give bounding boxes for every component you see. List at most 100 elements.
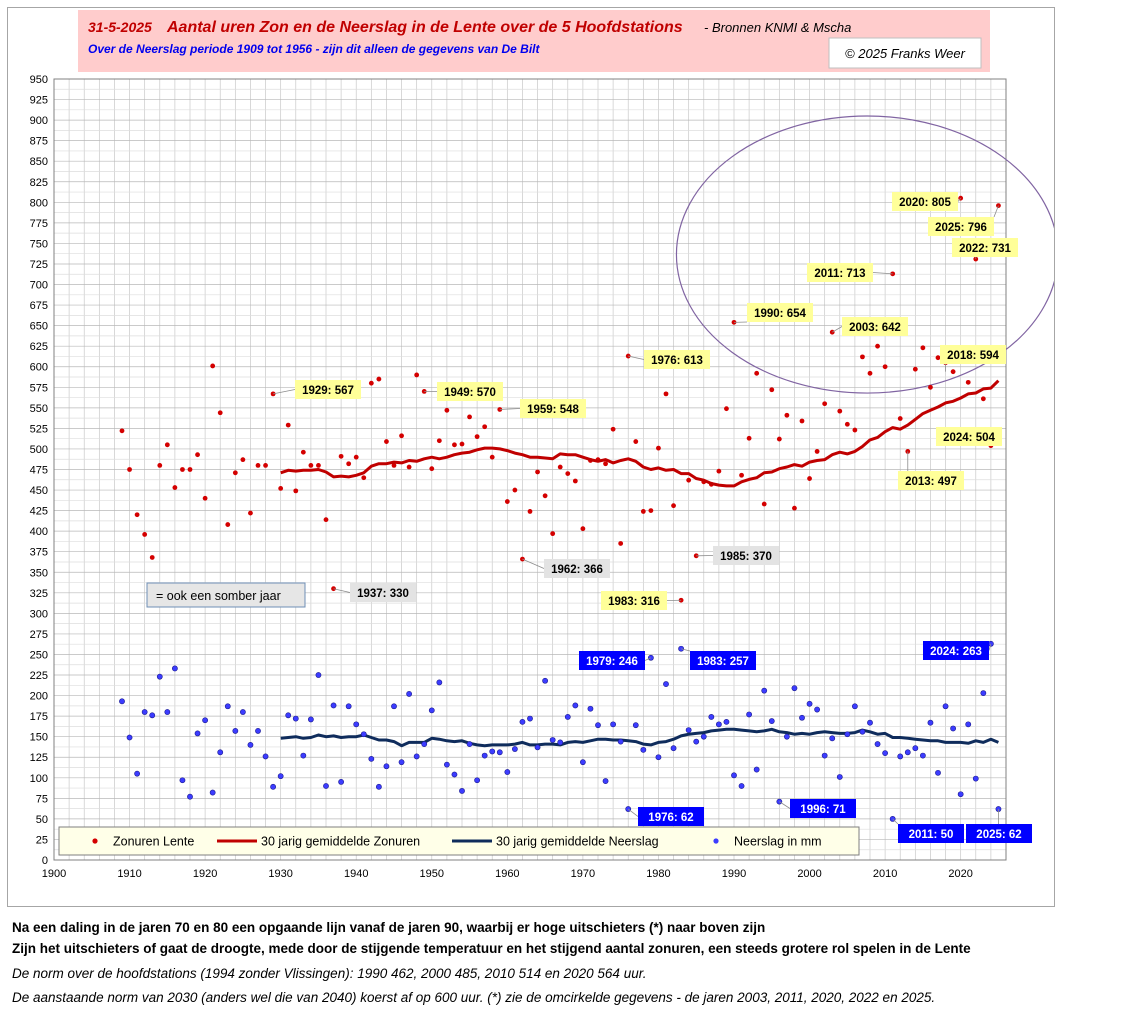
rain-label-leader — [892, 818, 899, 825]
note-line-4: De aanstaande norm van 2030 (anders wel … — [12, 990, 936, 1005]
rain-point — [867, 719, 873, 726]
copyright: © 2025 Franks Weer — [845, 46, 966, 61]
sun-point — [323, 517, 329, 523]
rain-label-box — [966, 824, 1032, 843]
sun-data-label: 1937: 330 — [357, 588, 409, 600]
rain-point — [768, 718, 775, 724]
rain-point — [323, 783, 329, 789]
sun-point — [814, 449, 820, 454]
sun-data-label: 1985: 370 — [720, 551, 772, 563]
rain-point — [187, 793, 193, 800]
legend-label-2: 30 jarig gemiddelde Neerslag — [496, 835, 659, 849]
x-tick-label: 1980 — [646, 868, 670, 880]
sun-label-leader — [333, 588, 351, 593]
rain-label-leader — [627, 808, 639, 817]
sun-label-box — [892, 192, 958, 211]
rain-point — [232, 728, 239, 734]
sun-point — [452, 442, 457, 448]
sun-point — [928, 384, 933, 390]
rain-point — [247, 742, 254, 748]
rain-point — [859, 728, 866, 735]
sun-point — [504, 499, 510, 504]
sun-label-leader — [628, 355, 645, 360]
rain-point — [904, 749, 911, 756]
rain-point — [829, 735, 836, 742]
sun-data-label: 2018: 594 — [947, 350, 999, 362]
y-tick-label: 925 — [30, 95, 48, 107]
rain-data-label: 2024: 263 — [930, 646, 982, 658]
sun-point — [368, 380, 374, 386]
rain-point — [534, 744, 541, 751]
y-tick-label: 650 — [30, 321, 48, 333]
sun-label-leader — [832, 326, 843, 333]
y-tick-label: 750 — [30, 238, 48, 250]
rain-point — [217, 749, 224, 756]
rain-point — [799, 714, 805, 721]
sun-point — [489, 454, 495, 460]
sun-point — [746, 435, 752, 441]
sun-label-box — [898, 471, 964, 490]
y-tick-label: 350 — [30, 567, 48, 579]
sun-point — [467, 414, 472, 420]
rain-point — [413, 753, 420, 760]
sun-point — [671, 503, 676, 509]
rain-label-box — [690, 651, 756, 670]
rain-point — [746, 711, 753, 718]
sun-data-label: 1929: 567 — [302, 385, 354, 397]
chart-title: Aantal uren Zon en de Neerslag in de Len… — [166, 19, 683, 36]
sun-data-label: 1949: 570 — [444, 387, 496, 399]
chart-frame: 31-5-2025 Aantal uren Zon en de Neerslag… — [7, 7, 1055, 907]
rain-point — [368, 755, 375, 762]
rain-point — [814, 706, 821, 713]
rain-point — [723, 718, 730, 725]
y-tick-label: 400 — [30, 526, 48, 538]
y-tick-label: 500 — [30, 444, 48, 456]
sun-data-label: 1990: 654 — [754, 308, 806, 320]
rain-point — [126, 734, 133, 741]
sun-point — [580, 526, 586, 532]
y-tick-label: 175 — [30, 711, 48, 723]
y-tick-label: 275 — [30, 629, 48, 641]
sun-point — [300, 449, 306, 455]
sun-point — [557, 464, 563, 470]
sun-point — [134, 512, 140, 518]
sun-point — [399, 433, 404, 439]
sun-point — [663, 391, 669, 397]
sun-point — [656, 445, 661, 451]
sun-point — [217, 410, 223, 416]
title-date: 31-5-2025 — [88, 19, 152, 35]
sun-point — [285, 422, 291, 428]
rain-label-box — [898, 824, 964, 843]
sun-label-box — [713, 546, 779, 565]
rain-point — [610, 721, 617, 728]
sun-data-label: 1962: 366 — [551, 564, 603, 576]
rain-point — [753, 766, 760, 773]
y-tick-label: 50 — [36, 814, 48, 826]
rain-point — [428, 707, 435, 714]
rain-point — [474, 777, 481, 784]
sun-label-box — [644, 350, 710, 369]
rain-point — [345, 703, 352, 710]
sun-point — [353, 454, 359, 460]
rain-point — [141, 709, 148, 715]
sun-data-label: 1976: 613 — [651, 355, 703, 367]
rain-point — [239, 709, 246, 715]
legend-label-3: Neerslag in mm — [734, 835, 822, 849]
rain-point — [156, 673, 163, 680]
y-tick-label: 600 — [30, 362, 48, 374]
sun-label-box — [940, 345, 1006, 364]
rain-data-label: 2011: 50 — [909, 829, 954, 841]
x-tick-label: 1990 — [722, 868, 746, 880]
y-tick-label: 100 — [30, 773, 48, 785]
sun-point — [950, 369, 956, 375]
sun-point — [308, 462, 314, 468]
sun-point — [920, 345, 926, 351]
y-tick-label: 775 — [30, 218, 48, 230]
sun-point — [278, 486, 284, 491]
y-tick-label: 450 — [30, 485, 48, 497]
sun-label-box — [936, 427, 1002, 446]
rain-point — [836, 774, 843, 780]
rain-point — [549, 737, 556, 743]
title-sources: - Bronnen KNMI & Mscha — [704, 20, 851, 35]
sun-point — [965, 379, 971, 385]
